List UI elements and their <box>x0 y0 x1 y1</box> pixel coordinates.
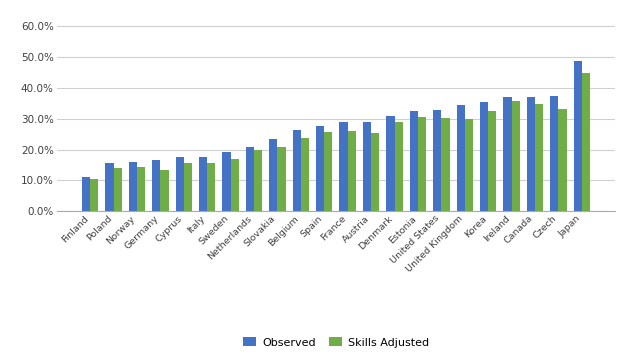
Bar <box>301 138 309 211</box>
Bar <box>137 167 145 211</box>
Bar <box>207 163 215 211</box>
Bar <box>129 162 137 211</box>
Bar <box>340 122 348 211</box>
Bar <box>246 147 254 211</box>
Bar <box>441 118 450 211</box>
Bar <box>152 160 160 211</box>
Bar <box>582 72 590 211</box>
Bar <box>418 117 426 211</box>
Bar <box>573 61 582 211</box>
Bar <box>394 122 403 211</box>
Bar <box>222 152 230 211</box>
Bar <box>480 102 488 211</box>
Bar <box>114 168 122 211</box>
Legend: Observed, Skills Adjusted: Observed, Skills Adjusted <box>239 333 433 352</box>
Bar <box>278 147 286 211</box>
Bar <box>558 108 566 211</box>
Bar <box>160 170 168 211</box>
Bar <box>527 97 535 211</box>
Bar <box>324 132 332 211</box>
Bar <box>106 163 114 211</box>
Bar <box>348 131 356 211</box>
Bar <box>465 119 473 211</box>
Bar <box>90 179 99 211</box>
Bar <box>254 150 263 211</box>
Bar <box>176 157 184 211</box>
Bar <box>371 133 379 211</box>
Bar <box>409 111 418 211</box>
Bar <box>488 111 496 211</box>
Bar <box>199 157 207 211</box>
Bar <box>535 104 543 211</box>
Bar <box>82 177 90 211</box>
Bar <box>184 163 192 211</box>
Bar <box>386 116 394 211</box>
Bar <box>269 139 278 211</box>
Bar <box>316 126 324 211</box>
Bar <box>363 122 371 211</box>
Bar <box>457 105 465 211</box>
Bar <box>293 130 301 211</box>
Bar <box>504 97 512 211</box>
Bar <box>433 110 441 211</box>
Bar <box>512 101 520 211</box>
Bar <box>550 96 558 211</box>
Bar <box>230 159 239 211</box>
